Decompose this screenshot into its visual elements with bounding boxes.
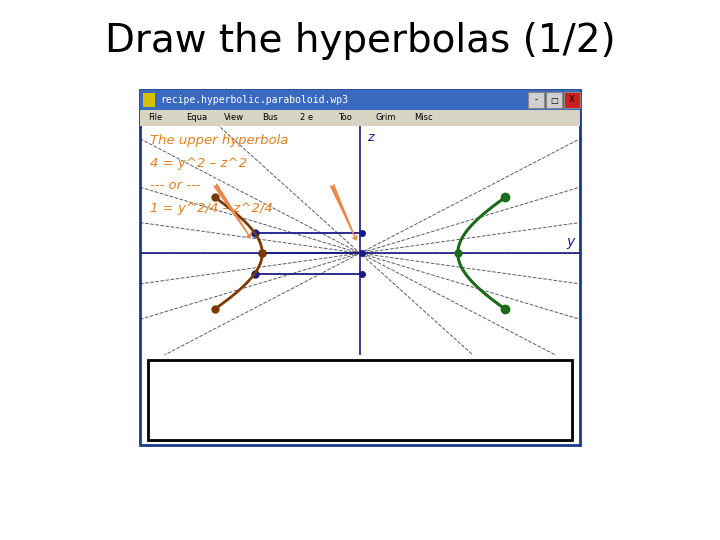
Text: 1 = y^2/4 – z^2/4: 1 = y^2/4 – z^2/4 xyxy=(150,202,273,215)
Text: View: View xyxy=(224,113,244,123)
Text: Equa: Equa xyxy=(186,113,207,123)
Text: File: File xyxy=(148,113,162,123)
Text: Grim: Grim xyxy=(376,113,397,123)
Bar xyxy=(143,93,155,107)
Bar xyxy=(528,92,544,108)
Bar xyxy=(140,110,580,126)
Text: y: y xyxy=(566,235,575,249)
Text: Plane: x = 4: Plane: x = 4 xyxy=(158,370,243,384)
Text: -: - xyxy=(534,96,538,105)
Text: -2 ≤ z ≤ 2: -2 ≤ z ≤ 2 xyxy=(158,392,228,406)
Text: 4 = y^2 – z^2: 4 = y^2 – z^2 xyxy=(150,157,247,170)
Bar xyxy=(140,90,580,445)
Text: Misc: Misc xyxy=(414,113,433,123)
Text: -2sqrt(2) ≤ y ≤ -2  or  2 ≤ y ≤ 2sqrt(2): -2sqrt(2) ≤ y ≤ -2 or 2 ≤ y ≤ 2sqrt(2) xyxy=(158,414,426,428)
Text: z: z xyxy=(367,131,374,144)
Bar xyxy=(140,90,580,110)
Text: □: □ xyxy=(550,96,558,105)
Text: Draw the hyperbolas (1/2): Draw the hyperbolas (1/2) xyxy=(104,22,616,60)
Text: --- or ---: --- or --- xyxy=(150,179,200,192)
Bar xyxy=(546,92,562,108)
Text: Bus: Bus xyxy=(262,113,278,123)
Text: Too: Too xyxy=(338,113,352,123)
Bar xyxy=(148,360,572,440)
Bar xyxy=(564,92,580,108)
Text: The upper hyperbola: The upper hyperbola xyxy=(150,133,288,147)
Text: 2 e: 2 e xyxy=(300,113,313,123)
Text: X: X xyxy=(569,96,575,105)
Text: recipe.hyperbolic.paraboloid.wp3: recipe.hyperbolic.paraboloid.wp3 xyxy=(160,95,348,105)
